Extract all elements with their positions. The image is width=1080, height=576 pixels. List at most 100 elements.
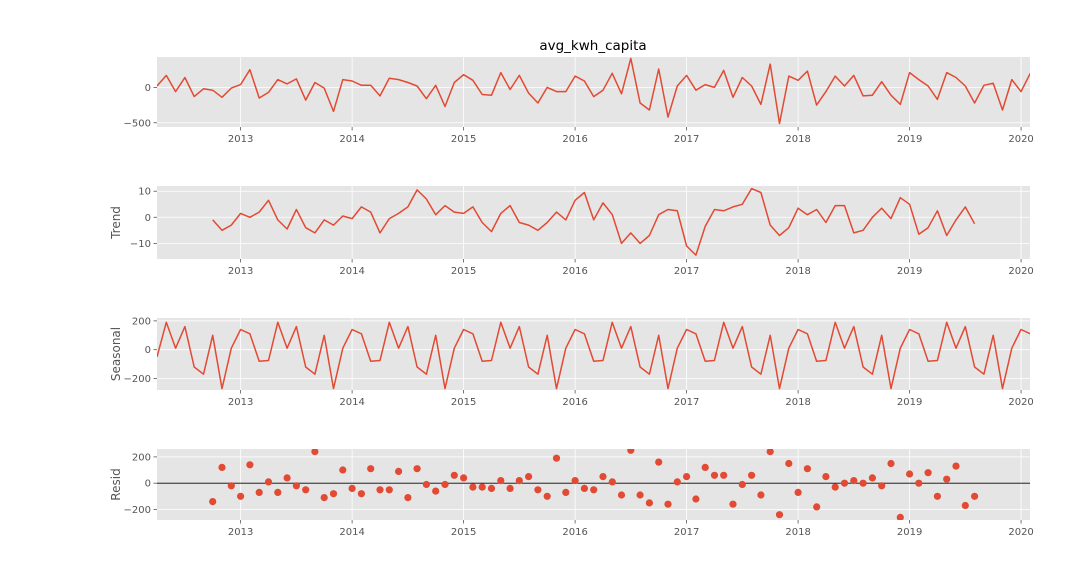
series-observed bbox=[157, 57, 1030, 125]
y-tick-label: 0 bbox=[145, 479, 151, 490]
resid-point bbox=[840, 479, 849, 487]
resid-point bbox=[933, 492, 942, 500]
resid-point bbox=[292, 482, 300, 490]
panel-observed: 2013 2014 2015 2016 2017 2018 2019 2020 −500 0 bbox=[124, 57, 1034, 145]
resid-point bbox=[227, 482, 235, 490]
resid-point bbox=[664, 500, 672, 508]
x-tick-label: 2020 bbox=[1008, 134, 1033, 145]
resid-point bbox=[339, 466, 347, 474]
resid-point bbox=[599, 473, 607, 481]
x-tick-label: 2019 bbox=[897, 134, 922, 145]
resid-point bbox=[357, 490, 365, 498]
resid-point bbox=[785, 459, 793, 468]
resid-point bbox=[971, 492, 979, 500]
resid-point bbox=[887, 459, 895, 468]
x-tick-label: 2017 bbox=[674, 397, 699, 408]
x-tick-label: 2013 bbox=[228, 266, 253, 277]
resid-point bbox=[404, 494, 412, 502]
x-tick-label: 2015 bbox=[451, 397, 476, 408]
x-tick-label: 2014 bbox=[339, 527, 364, 538]
panel-seasonal: 2013 2014 2015 2016 2017 2018 2019 2020 −200 0 200… bbox=[109, 316, 1034, 408]
panels: 2013 2014 2015 2016 2017 2018 2019 2020−5000201… bbox=[109, 57, 1034, 538]
y-tick-label: −200 bbox=[124, 505, 151, 516]
x-tick-label: 2020 bbox=[1008, 266, 1033, 277]
resid-point bbox=[469, 483, 477, 491]
resid-point bbox=[896, 513, 904, 520]
resid-point bbox=[943, 475, 951, 483]
resid-point bbox=[367, 465, 375, 473]
x-tick-label: 2015 bbox=[451, 134, 476, 145]
resid-point bbox=[580, 484, 589, 492]
x-tick-label: 2016 bbox=[562, 527, 587, 538]
resid-point bbox=[952, 462, 960, 470]
y-tick-label: 10 bbox=[138, 187, 151, 198]
resid-point bbox=[552, 454, 561, 462]
resid-point bbox=[413, 465, 421, 473]
resid-point bbox=[924, 469, 932, 477]
resid-point bbox=[450, 471, 458, 479]
resid-point bbox=[432, 487, 440, 495]
x-tick-label: 2014 bbox=[339, 134, 364, 145]
panel-background bbox=[157, 57, 1030, 127]
resid-point bbox=[961, 501, 969, 510]
resid-point bbox=[608, 478, 616, 486]
x-tick-label: 2019 bbox=[897, 527, 922, 538]
resid-point bbox=[543, 492, 551, 500]
resid-point bbox=[627, 449, 635, 454]
resid-point bbox=[868, 474, 877, 482]
y-tick-label: −200 bbox=[124, 374, 151, 385]
figure-title: avg_kwh_capita bbox=[539, 38, 646, 54]
y-axis-label: Trend bbox=[109, 206, 123, 240]
x-tick-label: 2013 bbox=[228, 527, 253, 538]
x-tick-label: 2019 bbox=[897, 397, 922, 408]
resid-point bbox=[525, 473, 533, 481]
x-tick-label: 2015 bbox=[451, 266, 476, 277]
resid-point bbox=[385, 486, 393, 494]
resid-point bbox=[720, 471, 728, 479]
x-tick-label: 2014 bbox=[339, 397, 364, 408]
x-tick-label: 2017 bbox=[674, 266, 699, 277]
x-tick-label: 2016 bbox=[562, 134, 587, 145]
resid-point bbox=[850, 477, 858, 485]
x-tick-label: 2018 bbox=[785, 266, 810, 277]
resid-point bbox=[571, 477, 579, 485]
resid-point bbox=[692, 495, 700, 503]
observed-line bbox=[157, 57, 1030, 125]
resid-point bbox=[831, 483, 839, 491]
x-tick-label: 2020 bbox=[1008, 397, 1033, 408]
resid-point bbox=[320, 494, 328, 502]
resid-point bbox=[748, 471, 756, 479]
resid-point bbox=[562, 488, 570, 496]
resid-point bbox=[617, 491, 626, 499]
resid-point bbox=[915, 479, 923, 487]
x-tick-label: 2013 bbox=[228, 134, 253, 145]
resid-point bbox=[906, 470, 914, 478]
resid-point bbox=[803, 465, 812, 473]
x-tick-label: 2016 bbox=[562, 397, 587, 408]
panel-trend: 2013 2014 2015 2016 2017 2018 2019 2020 −10 0 10 Tr… bbox=[109, 186, 1034, 277]
resid-point bbox=[655, 458, 663, 466]
series-trend bbox=[212, 187, 976, 256]
resid-point bbox=[218, 463, 226, 471]
panel-background bbox=[157, 186, 1030, 259]
resid-point bbox=[255, 488, 263, 496]
resid-point bbox=[237, 492, 245, 500]
y-axis-label: Resid bbox=[109, 468, 123, 500]
resid-point bbox=[794, 488, 802, 496]
resid-point bbox=[701, 463, 709, 471]
resid-point bbox=[376, 486, 384, 494]
resid-point bbox=[283, 474, 291, 482]
resid-point bbox=[729, 500, 737, 508]
resid-point bbox=[859, 479, 867, 487]
y-tick-label: 0 bbox=[145, 83, 151, 94]
resid-point bbox=[813, 503, 821, 511]
x-tick-label: 2017 bbox=[674, 527, 699, 538]
resid-point bbox=[441, 480, 449, 489]
resid-point bbox=[775, 511, 784, 519]
x-tick-label: 2014 bbox=[339, 266, 364, 277]
resid-point bbox=[348, 484, 356, 492]
series-seasonal bbox=[157, 321, 1030, 390]
resid-point bbox=[487, 484, 496, 492]
y-tick-label: 200 bbox=[132, 452, 151, 463]
series-resid bbox=[209, 449, 979, 520]
